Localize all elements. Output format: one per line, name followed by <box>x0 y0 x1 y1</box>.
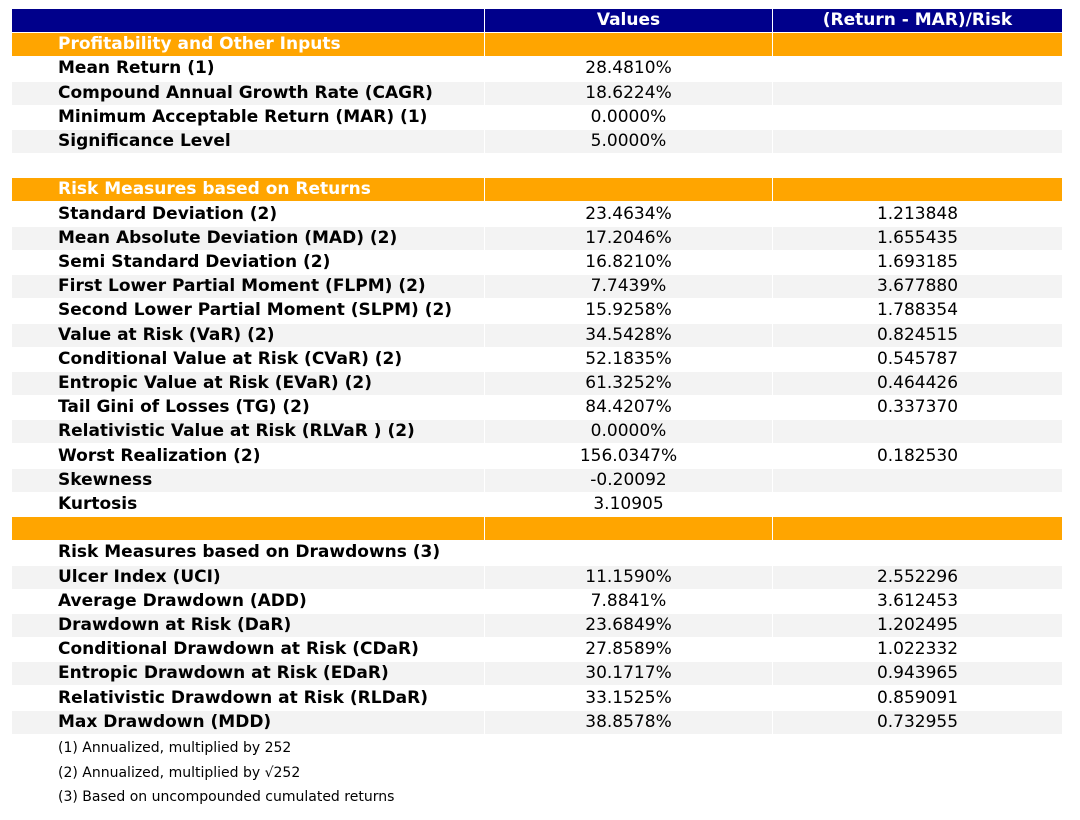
row-value: 84.4207% <box>585 397 672 418</box>
row-ratio: 0.337370 <box>876 397 959 418</box>
row-value: 16.8210% <box>585 252 672 272</box>
footnote: (3) Based on uncompounded cumulated retu… <box>58 789 395 805</box>
row-value: 7.8841% <box>590 590 667 611</box>
row-value: 5.0000% <box>485 130 772 153</box>
row-label: Semi Standard Deviation (2) <box>58 252 331 272</box>
row-label: Mean Absolute Deviation (MAD) (2) <box>12 226 484 250</box>
row-label: Tail Gini of Losses (TG) (2) <box>58 397 310 418</box>
row-ratio: 1.788354 <box>876 300 959 321</box>
row-label: First Lower Partial Moment (FLPM) (2) <box>12 275 484 299</box>
row-label: Entropic Drawdown at Risk (EDaR) <box>12 662 484 686</box>
section-bar <box>485 33 772 57</box>
row-label: Conditional Drawdown at Risk (CDaR) <box>58 639 419 660</box>
row-label: Relativistic Value at Risk (RLVaR ) (2) <box>12 420 484 444</box>
row-value: 11.1590% <box>485 565 772 589</box>
footnote: (1) Annualized, multiplied by 252 <box>58 740 292 756</box>
section-bar <box>485 178 772 202</box>
row-value: 156.0347% <box>579 445 678 466</box>
section-bar <box>773 517 1062 541</box>
row-label: Skewness <box>12 468 484 492</box>
section-title: Profitability and Other Inputs <box>12 33 484 57</box>
row-value: 0.0000% <box>485 420 772 444</box>
row-ratio: 1.655435 <box>773 226 1062 250</box>
row-value: 27.8589% <box>585 639 672 660</box>
row-value: 23.6849% <box>485 614 772 637</box>
row-ratio <box>773 106 1062 129</box>
row-value: 34.5428% <box>485 323 772 347</box>
row-value: 30.1717% <box>485 662 772 686</box>
row-value: 15.9258% <box>585 300 672 321</box>
section-bar <box>12 517 484 541</box>
row-label: Entropic Value at Risk (EVaR) (2) <box>12 372 484 395</box>
row-ratio: 2.552296 <box>773 565 1062 589</box>
row-value: 0.0000% <box>590 106 667 127</box>
row-ratio: 0.182530 <box>876 445 959 466</box>
row-ratio: 0.464426 <box>773 372 1062 395</box>
row-ratio: 0.859091 <box>876 687 959 708</box>
row-label: Minimum Acceptable Return (MAR) (1) <box>58 106 428 127</box>
header-cell <box>12 9 484 32</box>
row-ratio: 1.202495 <box>773 614 1062 637</box>
row-value: 3.10905 <box>593 494 664 514</box>
row-label: Compound Annual Growth Rate (CAGR) <box>12 81 484 105</box>
section-bar <box>485 517 772 541</box>
row-ratio: 3.612453 <box>876 590 959 611</box>
header-cell: Values <box>485 9 772 32</box>
row-ratio: 0.943965 <box>773 662 1062 686</box>
row-label: Mean Return (1) <box>58 58 215 79</box>
row-ratio <box>773 493 1062 516</box>
row-value: 23.4634% <box>585 203 672 224</box>
row-value: 61.3252% <box>485 372 772 395</box>
row-label: Worst Realization (2) <box>58 445 261 466</box>
row-label: Conditional Value at Risk (CVaR) (2) <box>58 348 403 369</box>
row-ratio <box>773 57 1062 80</box>
row-value: 28.4810% <box>585 58 672 79</box>
row-value: 38.8578% <box>485 710 772 734</box>
row-ratio: 1.022332 <box>876 639 959 660</box>
row-value: -0.20092 <box>485 468 772 492</box>
footnote: (2) Annualized, multiplied by √252 <box>58 764 301 781</box>
row-label: Second Lower Partial Moment (SLPM) (2) <box>58 300 453 321</box>
row-value: 33.1525% <box>585 687 672 708</box>
row-label: Standard Deviation (2) <box>58 203 278 224</box>
row-value: 52.1835% <box>585 348 672 369</box>
row-label: Kurtosis <box>58 494 138 514</box>
row-ratio <box>773 81 1062 105</box>
row-ratio <box>773 468 1062 492</box>
section-title: Risk Measures based on Returns <box>12 178 484 202</box>
row-label: Relativistic Drawdown at Risk (RLDaR) <box>58 687 429 708</box>
row-ratio <box>773 420 1062 444</box>
row-value: 7.7439% <box>485 275 772 299</box>
section-bar <box>773 178 1062 202</box>
row-label: Significance Level <box>12 130 484 153</box>
row-value: 18.6224% <box>485 81 772 105</box>
row-label: Value at Risk (VaR) (2) <box>12 323 484 347</box>
row-ratio: 3.677880 <box>773 275 1062 299</box>
section-title: Risk Measures based on Drawdowns (3) <box>58 542 441 563</box>
row-value: 17.2046% <box>485 226 772 250</box>
row-ratio: 0.545787 <box>876 348 959 369</box>
row-label: Drawdown at Risk (DaR) <box>12 614 484 637</box>
row-ratio: 0.732955 <box>773 710 1062 734</box>
row-ratio: 1.213848 <box>876 203 959 224</box>
header-cell: (Return - MAR)/Risk <box>773 9 1062 32</box>
row-ratio: 1.693185 <box>876 252 959 272</box>
row-label: Ulcer Index (UCI) <box>12 565 484 589</box>
row-ratio <box>773 130 1062 153</box>
section-bar <box>773 33 1062 57</box>
row-label: Average Drawdown (ADD) <box>58 590 307 611</box>
row-ratio: 0.824515 <box>773 323 1062 347</box>
row-label: Max Drawdown (MDD) <box>12 710 484 734</box>
